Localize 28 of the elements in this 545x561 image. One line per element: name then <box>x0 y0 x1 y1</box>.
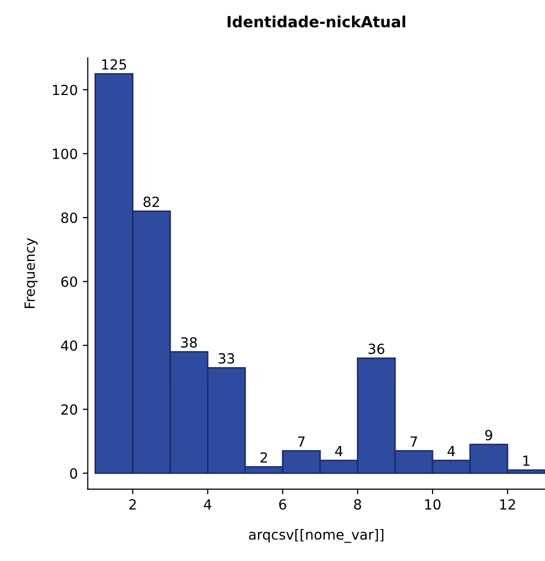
x-tick-label: 10 <box>425 499 440 510</box>
y-tick-label: 60 <box>61 276 78 287</box>
data-label: 7 <box>298 436 305 447</box>
y-tick-label: 20 <box>61 404 78 415</box>
x-tick-label: 12 <box>500 499 515 510</box>
y-tick-label: 40 <box>61 340 78 351</box>
y-axis-title: Frequency <box>24 238 38 308</box>
data-label: 7 <box>410 436 418 447</box>
y-tick-label: 100 <box>53 148 78 160</box>
x-tick-label: 6 <box>279 499 286 510</box>
data-label: 4 <box>335 446 342 456</box>
data-label: 38 <box>181 337 197 348</box>
chart-title: Identidade-nickAtual <box>228 16 406 28</box>
data-label: 82 <box>144 196 159 208</box>
data-label: 1 <box>523 456 530 466</box>
data-label: 9 <box>485 430 492 440</box>
x-tick-label: 4 <box>204 499 212 510</box>
data-label: 125 <box>102 59 126 70</box>
y-tick-label: 0 <box>70 468 78 479</box>
data-label: 2 <box>260 452 267 463</box>
x-tick-label: 8 <box>354 499 362 510</box>
y-tick-label: 80 <box>61 212 78 224</box>
data-label: 33 <box>218 353 234 364</box>
x-tick-label: 2 <box>129 499 136 510</box>
x-axis-title: arqcsv[[nome_var]] <box>249 529 384 543</box>
y-tick-label: 120 <box>53 84 78 96</box>
data-label: 4 <box>448 446 455 456</box>
data-label: 36 <box>368 344 384 354</box>
